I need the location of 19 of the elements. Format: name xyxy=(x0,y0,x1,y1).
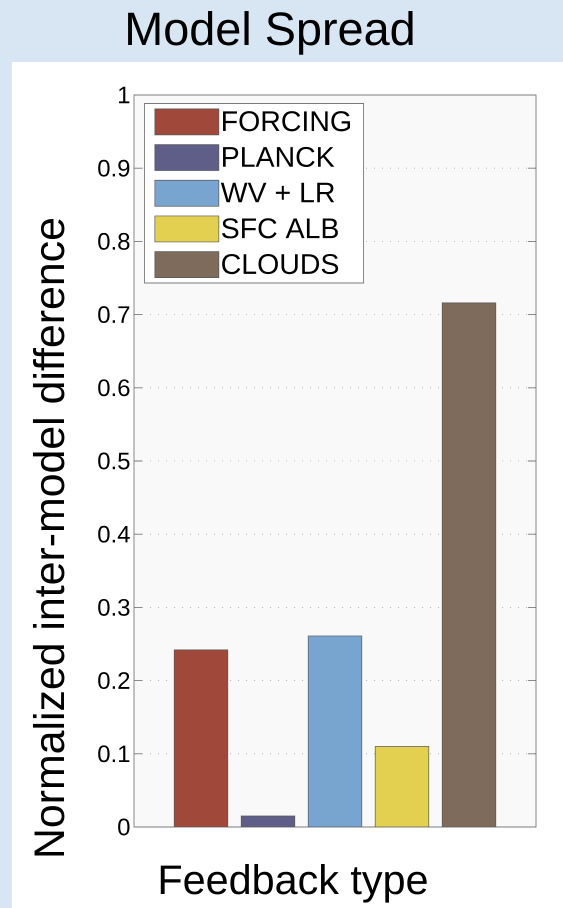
y-tick-label: 0.9 xyxy=(98,160,130,177)
y-tick-label: 0.7 xyxy=(98,306,130,324)
y-tick-label: 0.5 xyxy=(98,452,130,470)
y-axis-title: Normalized inter-model difference xyxy=(32,218,64,856)
legend-label: PLANCK xyxy=(223,146,334,168)
y-tick-label: 0.6 xyxy=(98,379,130,396)
legend-label: CLOUDS xyxy=(222,254,338,274)
y-tick-label: 0.1 xyxy=(98,745,130,762)
y-tick-label: 0.2 xyxy=(98,672,130,690)
y-tick-label: 0 xyxy=(118,818,130,836)
y-tick-label: 1 xyxy=(119,86,130,104)
x-axis-title: Feedback type xyxy=(160,864,427,903)
legend-label: SFC ALB xyxy=(222,218,338,238)
chart-title: Model Spread xyxy=(128,11,413,55)
y-tick-label: 0.4 xyxy=(98,526,130,543)
legend-label: FORCING xyxy=(223,111,350,132)
y-tick-label: 0.8 xyxy=(98,232,130,250)
legend-label: WV + LR xyxy=(220,182,334,202)
y-tick-label: 0.3 xyxy=(98,598,130,616)
